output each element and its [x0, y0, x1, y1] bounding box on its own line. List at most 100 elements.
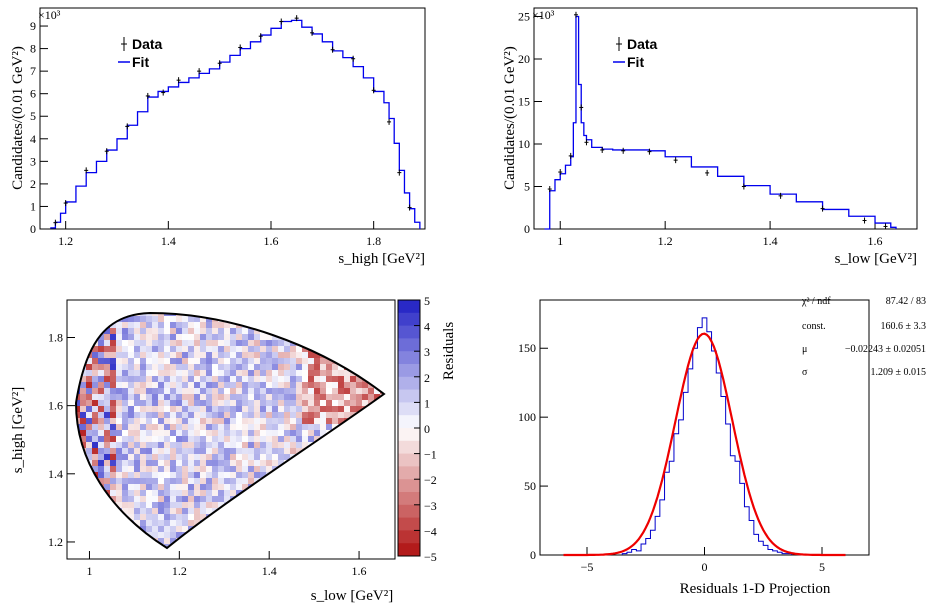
residual-cell: [248, 460, 254, 466]
residual-cell: [266, 316, 272, 322]
residual-cell: [194, 406, 200, 412]
residual-cell: [248, 370, 254, 376]
residual-cell: [140, 370, 146, 376]
residual-cell: [332, 496, 338, 502]
residual-cell: [104, 430, 110, 436]
residual-cell: [206, 436, 212, 442]
residual-cell: [296, 496, 302, 502]
residual-cell: [206, 394, 212, 400]
residual-cell: [122, 484, 128, 490]
residual-cell: [128, 454, 134, 460]
residual-cell: [200, 394, 206, 400]
residual-cell: [152, 412, 158, 418]
residual-cell: [260, 358, 266, 364]
residual-cell: [200, 490, 206, 496]
residual-cell: [146, 430, 152, 436]
residual-cell: [272, 313, 278, 316]
residual-cell: [338, 316, 344, 322]
residual-cell: [80, 418, 86, 424]
residual-cell: [206, 484, 212, 490]
residual-cell: [380, 532, 384, 538]
residual-cell: [350, 424, 356, 430]
residual-cell: [128, 436, 134, 442]
residual-cell: [80, 550, 86, 556]
residual-cell: [242, 406, 248, 412]
residual-cell: [266, 382, 272, 388]
residual-cell: [314, 406, 320, 412]
residual-cell: [290, 388, 296, 394]
residual-cell: [122, 394, 128, 400]
residual-cell: [374, 364, 380, 370]
residual-cell: [98, 322, 104, 328]
residual-cell: [176, 394, 182, 400]
residual-cell: [92, 490, 98, 496]
residual-cell: [284, 490, 290, 496]
residual-cell: [338, 322, 344, 328]
residual-cell: [110, 364, 116, 370]
residual-cell: [170, 436, 176, 442]
residual-cell: [116, 538, 122, 544]
residual-cell: [230, 436, 236, 442]
residual-cell: [230, 412, 236, 418]
residual-cell: [350, 436, 356, 442]
residual-cell: [266, 448, 272, 454]
residual-cell: [278, 313, 284, 316]
residual-cell: [212, 436, 218, 442]
residual-cell: [242, 496, 248, 502]
residual-cell: [224, 544, 230, 548]
residual-cell: [206, 322, 212, 328]
p3-residual-cells: [76, 313, 392, 556]
residual-cell: [218, 532, 224, 538]
residual-cell: [146, 418, 152, 424]
residual-cell: [236, 370, 242, 376]
residual-cell: [200, 340, 206, 346]
residual-cell: [158, 424, 164, 430]
residual-cell: [350, 514, 356, 520]
residual-cell: [320, 376, 326, 382]
residual-cell: [110, 484, 116, 490]
residual-cell: [254, 352, 260, 358]
residual-cell: [134, 454, 140, 460]
residual-cell: [350, 544, 356, 548]
residual-cell: [278, 418, 284, 424]
residual-cell: [320, 442, 326, 448]
residual-cell: [140, 388, 146, 394]
residual-cell: [248, 394, 254, 400]
residual-cell: [170, 460, 176, 466]
residual-cell: [110, 328, 116, 334]
residual-cell: [320, 466, 326, 472]
residual-cell: [158, 532, 164, 538]
residual-cell: [206, 490, 212, 496]
residual-cell: [164, 370, 170, 376]
residual-cell: [158, 316, 164, 322]
residual-cell: [80, 538, 86, 544]
residual-cell: [296, 334, 302, 340]
residual-cell: [290, 358, 296, 364]
residual-cell: [386, 364, 392, 370]
residual-cell: [260, 526, 266, 532]
residual-cell: [308, 334, 314, 340]
residual-cell: [152, 520, 158, 526]
residual-cell: [140, 448, 146, 454]
residual-cell: [362, 424, 368, 430]
residual-cell: [314, 520, 320, 526]
residual-cell: [374, 502, 380, 508]
residual-cell: [332, 346, 338, 352]
residual-cell: [272, 388, 278, 394]
residual-cell: [332, 376, 338, 382]
residual-cell: [212, 334, 218, 340]
residual-cell: [152, 346, 158, 352]
residual-cell: [212, 496, 218, 502]
residual-cell: [170, 328, 176, 334]
residual-cell: [128, 478, 134, 484]
residual-cell: [176, 334, 182, 340]
residual-cell: [302, 394, 308, 400]
residual-cell: [92, 442, 98, 448]
residual-cell: [152, 358, 158, 364]
p4-stat-mu-label: μ: [802, 344, 807, 355]
residual-cell: [86, 328, 92, 334]
residual-cell: [122, 328, 128, 334]
residual-cell: [80, 520, 86, 526]
residual-cell: [188, 412, 194, 418]
p2-exponent-label: ×10³: [532, 8, 555, 22]
